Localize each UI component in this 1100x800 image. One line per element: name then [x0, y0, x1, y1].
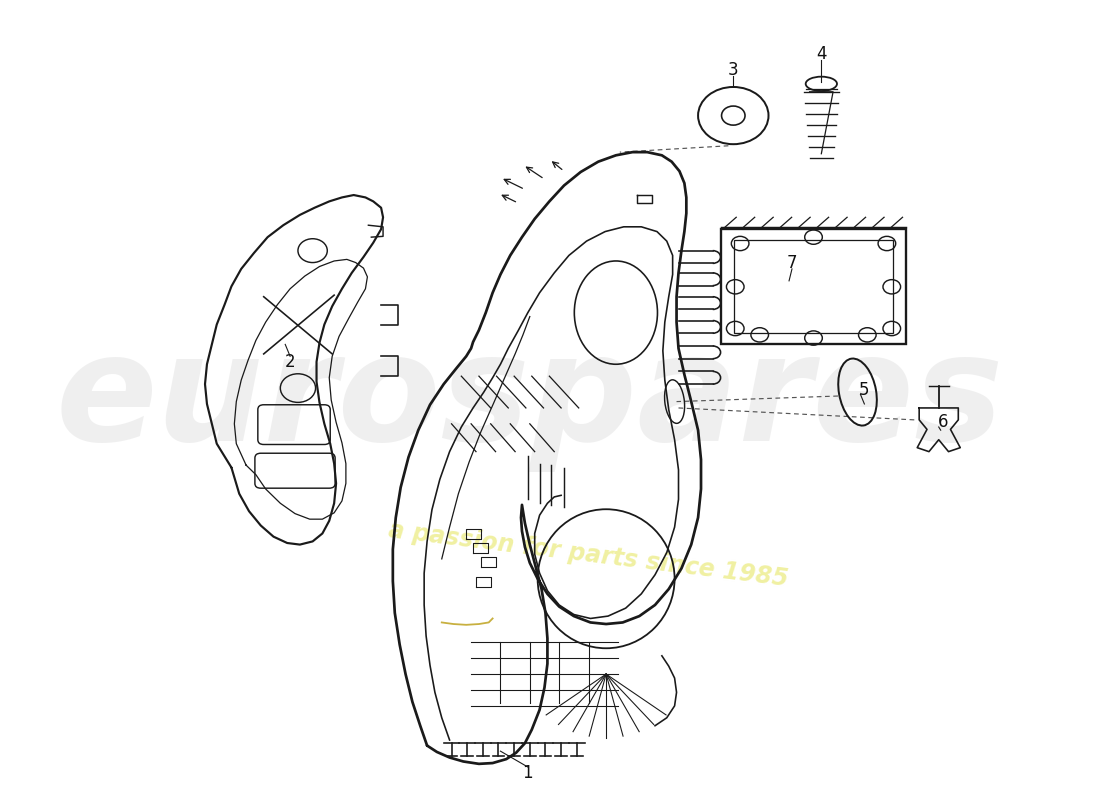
Text: 4: 4: [816, 46, 826, 63]
Text: 3: 3: [728, 62, 738, 79]
Bar: [735, 240, 893, 334]
Text: eurospares: eurospares: [56, 327, 1004, 473]
Text: 2: 2: [285, 353, 296, 371]
Bar: [720, 229, 906, 344]
Text: 6: 6: [937, 414, 948, 431]
Text: 1: 1: [522, 764, 534, 782]
Text: 7: 7: [786, 254, 798, 272]
Text: 5: 5: [859, 381, 870, 398]
Text: a passion for parts since 1985: a passion for parts since 1985: [387, 518, 790, 591]
